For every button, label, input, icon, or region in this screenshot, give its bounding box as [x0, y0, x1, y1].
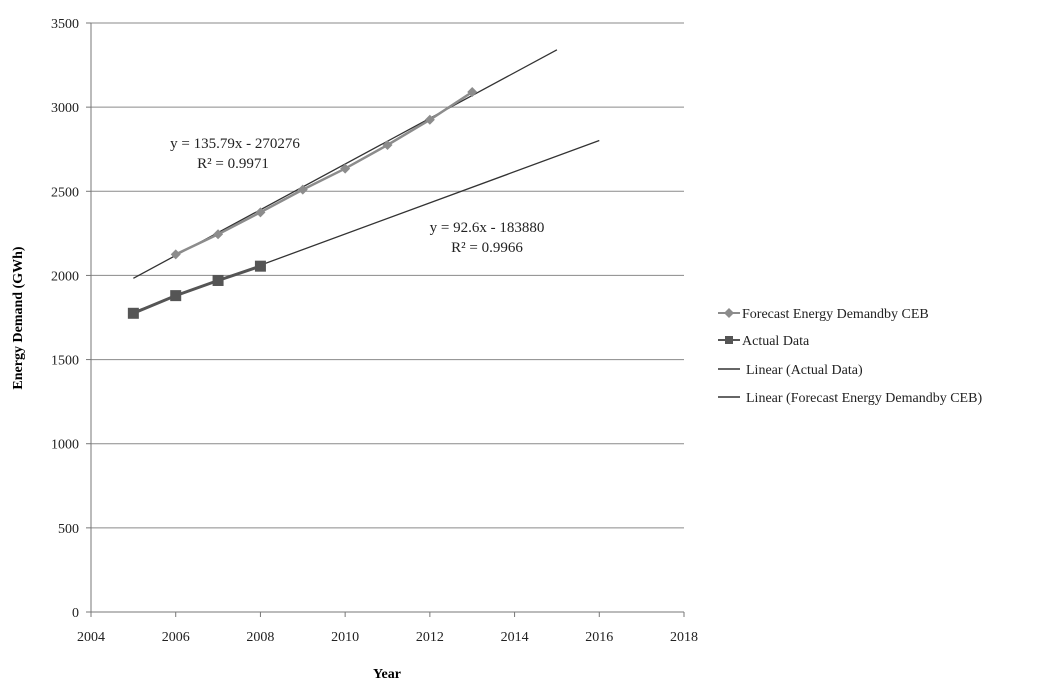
- y-tick-label: 2500: [51, 185, 79, 200]
- legend-label-actual: Actual Data: [742, 334, 810, 349]
- series-line: [132, 264, 261, 315]
- y-tick-label: 3000: [51, 101, 79, 116]
- data-point-diamond: [297, 184, 308, 195]
- series-line: [175, 90, 473, 256]
- data-point-diamond: [424, 114, 435, 125]
- diamond-marker-icon: [724, 308, 734, 318]
- legend-item-linear-actual: Linear (Actual Data): [718, 363, 863, 378]
- y-tick-label: 500: [58, 522, 79, 537]
- gridlines: [86, 22, 685, 617]
- y-tick-labels: 0 500 1000 1500 2000 2500 3000 3500: [51, 17, 79, 621]
- legend-label-forecast: Forecast Energy Demandby CEB: [742, 307, 929, 322]
- x-tick-label: 2014: [501, 630, 529, 645]
- legend-item-actual: Actual Data: [718, 334, 810, 349]
- forecast-trend-r2: R² = 0.9971: [197, 156, 269, 172]
- data-point-square: [127, 307, 139, 319]
- data-point-diamond: [382, 140, 393, 151]
- data-point-diamond: [213, 229, 224, 240]
- x-tick-label: 2006: [162, 630, 190, 645]
- actual-trend-equation: y = 92.6x - 183880: [430, 220, 545, 236]
- y-tick-label: 1500: [51, 354, 79, 369]
- x-tick-label: 2010: [331, 630, 359, 645]
- x-axis-title: Year: [373, 667, 401, 682]
- x-tick-label: 2008: [246, 630, 274, 645]
- square-marker-icon: [725, 336, 733, 344]
- data-point-diamond: [340, 163, 351, 174]
- trendlines: [133, 49, 600, 313]
- y-tick-label: 1000: [51, 438, 79, 453]
- x-tick-label: 2012: [416, 630, 444, 645]
- data-point-square: [170, 290, 182, 302]
- forecast-trend-equation: y = 135.79x - 270276: [170, 136, 300, 152]
- x-tick-label: 2004: [77, 630, 105, 645]
- data-series: [127, 86, 478, 319]
- legend-item-forecast: Forecast Energy Demandby CEB: [718, 307, 929, 322]
- legend-label-linear-actual: Linear (Actual Data): [746, 363, 863, 378]
- x-tick-label: 2016: [585, 630, 613, 645]
- y-tick-label: 2000: [51, 269, 79, 284]
- y-tick-label: 3500: [51, 17, 79, 32]
- data-point-diamond: [467, 86, 478, 97]
- legend-label-linear-forecast: Linear (Forecast Energy Demandby CEB): [746, 391, 982, 406]
- x-tick-label: 2018: [670, 630, 698, 645]
- legend: Forecast Energy Demandby CEB Actual Data…: [718, 307, 982, 406]
- data-point-square: [212, 274, 224, 286]
- data-point-diamond: [170, 249, 181, 260]
- x-tick-labels: 2004 2006 2008 2010 2012 2014 2016 2018: [77, 630, 698, 645]
- actual-trend-r2: R² = 0.9966: [451, 240, 523, 256]
- data-point-square: [254, 260, 266, 272]
- y-axis-title: Energy Demand (GWh): [11, 246, 26, 389]
- data-point-diamond: [255, 207, 266, 218]
- legend-item-linear-forecast: Linear (Forecast Energy Demandby CEB): [718, 391, 982, 406]
- y-tick-label: 0: [72, 606, 79, 621]
